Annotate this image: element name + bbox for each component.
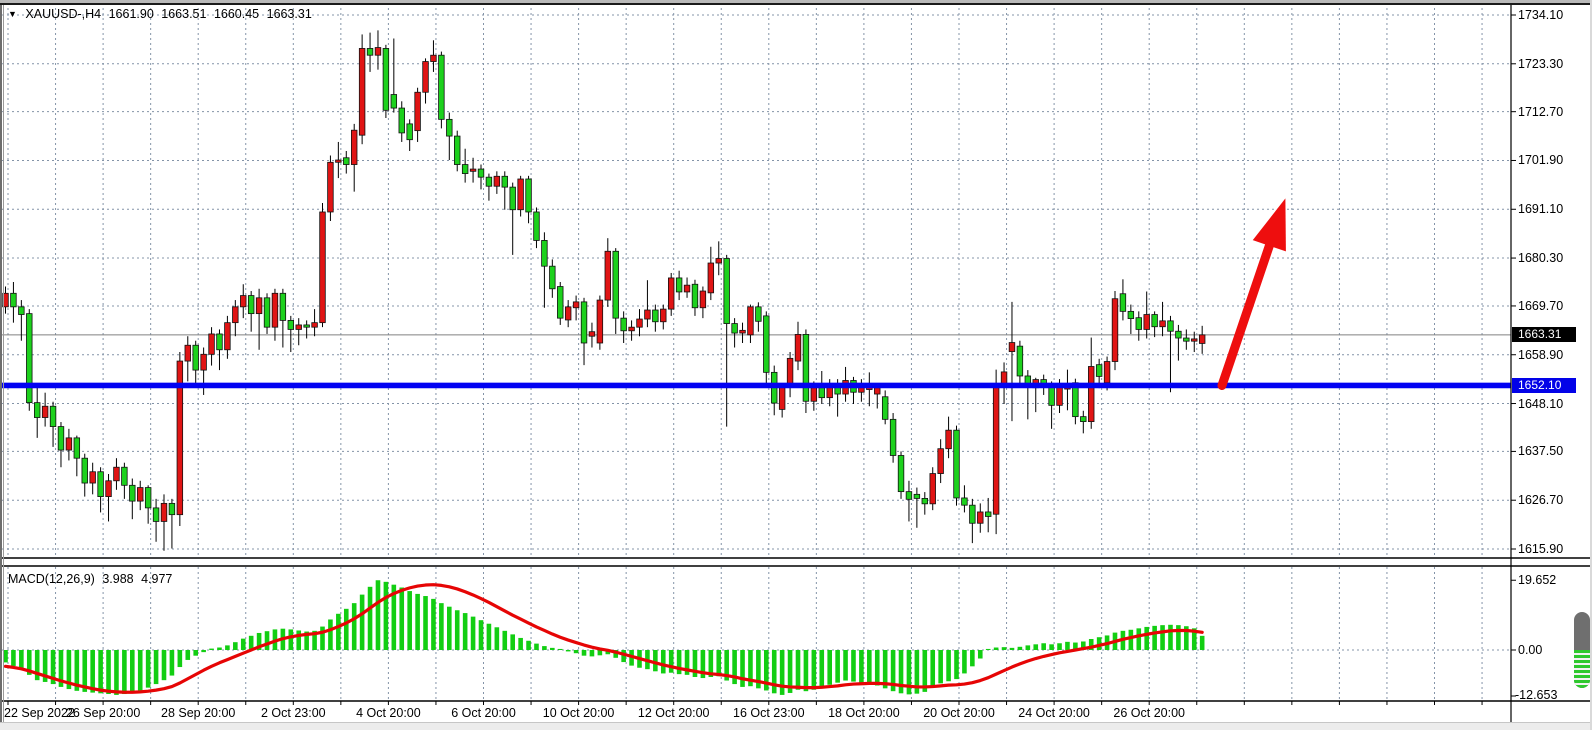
time-axis-label: 4 Oct 20:00 bbox=[356, 706, 421, 720]
price-axis-label: 1637.50 bbox=[1518, 444, 1564, 459]
price-axis-label: 1712.70 bbox=[1518, 104, 1564, 119]
window-right-border bbox=[1590, 0, 1592, 730]
candlesticks bbox=[2, 30, 1206, 551]
macd-signal-line bbox=[3, 583, 1204, 694]
macd-axis-max-label: 19.652 bbox=[1518, 573, 1557, 587]
macd-axis-zero-label: 0.00 bbox=[1518, 643, 1543, 657]
time-axis-label: 2 Oct 23:00 bbox=[260, 706, 326, 720]
macd-name: MACD(12,26,9) bbox=[8, 572, 95, 586]
scrollbar-stripes bbox=[1574, 650, 1590, 688]
time-axis-label: 28 Sep 20:00 bbox=[161, 706, 236, 720]
macd-indicator-label: MACD(12,26,9) 3.988 4.977 bbox=[8, 572, 176, 587]
time-axis-label: 24 Oct 20:00 bbox=[1018, 706, 1090, 720]
time-axis-label: 20 Oct 20:00 bbox=[923, 706, 995, 720]
chart-title: ▼ XAUUSD-,H4 1661.90 1663.51 1660.45 166… bbox=[8, 7, 316, 22]
price-axis-label: 1701.90 bbox=[1518, 153, 1564, 168]
price-axis-label: 1734.10 bbox=[1518, 8, 1564, 22]
symbol-timeframe-label: XAUUSD-,H4 bbox=[25, 7, 102, 21]
horizontal-level-line[interactable] bbox=[2, 382, 1511, 389]
symbol-dropdown-icon[interactable]: ▼ bbox=[8, 9, 17, 19]
price-axis-label: 1658.90 bbox=[1518, 347, 1564, 362]
time-axis-label: 6 Oct 20:00 bbox=[451, 706, 516, 720]
window-top-border bbox=[0, 0, 1592, 3]
window-bottom-strip bbox=[0, 722, 1592, 730]
macd-signal-value: 4.977 bbox=[141, 572, 173, 586]
ohlc-close: 1663.31 bbox=[266, 7, 312, 21]
current-price-badge: 1663.31 bbox=[1512, 327, 1576, 342]
scrollbar-indicator[interactable] bbox=[1574, 612, 1590, 688]
macd-histogram bbox=[3, 580, 1205, 695]
time-axis-label: 22 Sep 2022 bbox=[4, 706, 75, 720]
panel-borders bbox=[0, 5, 1592, 722]
time-axis-label: 12 Oct 20:00 bbox=[637, 706, 710, 720]
price-axis-label: 1615.90 bbox=[1518, 542, 1564, 556]
gridlines bbox=[2, 8, 1516, 705]
time-axis-label: 18 Oct 20:00 bbox=[828, 706, 900, 720]
time-axis-label: 10 Oct 20:00 bbox=[542, 706, 615, 720]
time-axis-label: 16 Oct 23:00 bbox=[733, 706, 805, 720]
trend-arrow[interactable] bbox=[1217, 198, 1286, 390]
window-left-border bbox=[0, 5, 2, 722]
ohlc-high: 1663.51 bbox=[161, 7, 207, 21]
price-axis-label: 1723.30 bbox=[1518, 56, 1564, 71]
price-axis-label: 1691.10 bbox=[1518, 202, 1564, 217]
time-axis-label: 26 Sep 20:00 bbox=[65, 706, 141, 720]
ohlc-low: 1660.45 bbox=[213, 7, 260, 21]
time-axis-label: 26 Oct 20:00 bbox=[1113, 706, 1185, 720]
ohlc-open: 1661.90 bbox=[108, 7, 154, 21]
level-price-badge: 1652.10 bbox=[1512, 378, 1576, 393]
price-axis-label: 1648.10 bbox=[1518, 396, 1564, 411]
window-left-border-inner bbox=[3, 5, 4, 722]
window-top-line bbox=[0, 3, 1592, 5]
macd-axis-min-label: -12.653 bbox=[1515, 688, 1558, 702]
price-axis-label: 1626.70 bbox=[1518, 493, 1564, 508]
price-axis-label: 1669.70 bbox=[1518, 298, 1564, 313]
price-axis-label: 1680.30 bbox=[1518, 251, 1564, 266]
macd-main-value: 3.988 bbox=[102, 572, 134, 586]
